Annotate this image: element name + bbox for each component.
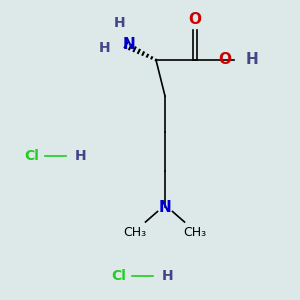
Text: H: H: [75, 149, 87, 163]
Text: O: O: [188, 12, 202, 27]
Text: Cl: Cl: [24, 149, 39, 163]
Text: H: H: [246, 52, 259, 68]
Text: O: O: [218, 52, 231, 68]
Text: H: H: [99, 41, 111, 55]
Text: CH₃: CH₃: [183, 226, 207, 239]
Text: H: H: [114, 16, 126, 30]
Text: N: N: [123, 38, 135, 52]
Text: Cl: Cl: [111, 269, 126, 283]
Text: H: H: [162, 269, 174, 283]
Text: CH₃: CH₃: [123, 226, 147, 239]
Text: N: N: [159, 200, 171, 214]
